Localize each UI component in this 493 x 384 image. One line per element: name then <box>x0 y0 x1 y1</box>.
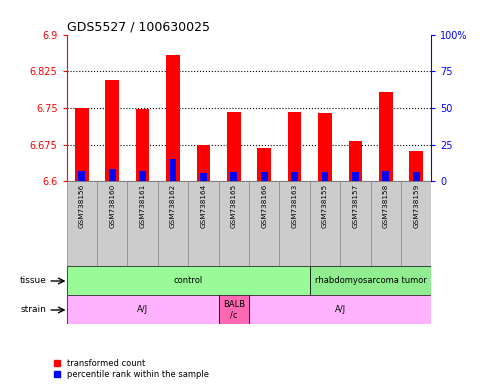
Bar <box>227 112 241 182</box>
Bar <box>413 172 420 182</box>
Text: A/J: A/J <box>137 306 148 314</box>
Bar <box>200 173 207 182</box>
Bar <box>166 55 180 182</box>
Bar <box>409 151 423 182</box>
Bar <box>197 145 210 182</box>
Text: rhabdomyosarcoma tumor: rhabdomyosarcoma tumor <box>315 276 426 285</box>
Bar <box>257 148 271 182</box>
Bar <box>170 159 176 182</box>
Bar <box>249 182 280 266</box>
Bar <box>291 172 298 182</box>
Bar <box>288 112 301 182</box>
Text: GDS5527 / 100630025: GDS5527 / 100630025 <box>67 20 210 33</box>
Text: GSM738161: GSM738161 <box>140 184 145 228</box>
Text: BALB
/c: BALB /c <box>223 300 245 320</box>
Text: GSM738163: GSM738163 <box>291 184 298 228</box>
Bar <box>383 171 389 182</box>
Text: GSM738164: GSM738164 <box>200 184 207 228</box>
Bar <box>218 296 249 324</box>
Bar <box>349 141 362 182</box>
Bar <box>106 80 119 182</box>
Bar <box>188 182 218 266</box>
Bar <box>249 296 431 324</box>
Bar <box>310 266 431 296</box>
Text: GSM738158: GSM738158 <box>383 184 389 228</box>
Bar <box>379 92 392 182</box>
Bar <box>352 172 359 182</box>
Bar <box>280 182 310 266</box>
Text: control: control <box>174 276 203 285</box>
Bar <box>321 172 328 182</box>
Bar <box>109 169 115 182</box>
Bar <box>67 266 310 296</box>
Bar <box>97 182 127 266</box>
Bar <box>401 182 431 266</box>
Bar <box>78 170 85 182</box>
Text: GSM738160: GSM738160 <box>109 184 115 228</box>
Text: GSM738156: GSM738156 <box>79 184 85 228</box>
Bar <box>340 182 371 266</box>
Bar <box>67 182 97 266</box>
Bar <box>67 296 218 324</box>
Bar <box>230 172 237 182</box>
Bar <box>318 113 332 182</box>
Text: strain: strain <box>21 306 46 314</box>
Bar <box>310 182 340 266</box>
Text: A/J: A/J <box>335 306 346 314</box>
Bar <box>218 182 249 266</box>
Text: GSM738157: GSM738157 <box>352 184 358 228</box>
Bar <box>139 170 146 182</box>
Text: GSM738162: GSM738162 <box>170 184 176 228</box>
Bar <box>158 182 188 266</box>
Text: GSM738159: GSM738159 <box>413 184 419 228</box>
Bar <box>75 108 89 182</box>
Text: GSM738155: GSM738155 <box>322 184 328 228</box>
Bar <box>127 182 158 266</box>
Bar <box>136 109 149 182</box>
Text: GSM738165: GSM738165 <box>231 184 237 228</box>
Text: GSM738166: GSM738166 <box>261 184 267 228</box>
Bar <box>261 172 268 182</box>
Legend: transformed count, percentile rank within the sample: transformed count, percentile rank withi… <box>53 358 210 380</box>
Text: tissue: tissue <box>20 276 46 285</box>
Bar <box>371 182 401 266</box>
